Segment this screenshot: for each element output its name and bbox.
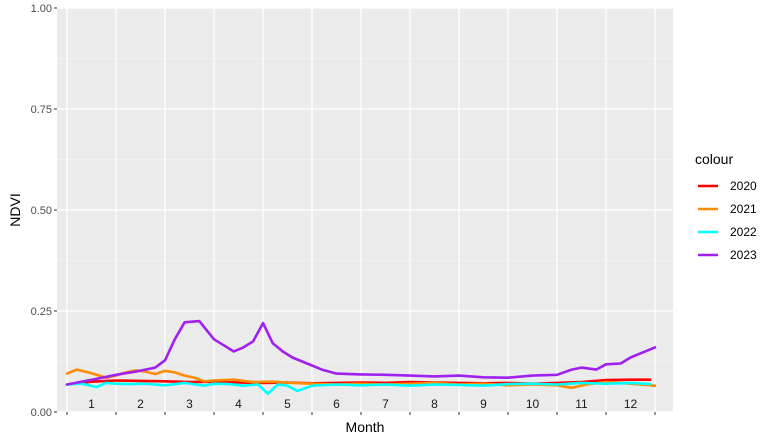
minor-gridlines — [57, 58, 673, 362]
series-lines — [65, 319, 657, 396]
month-label: 10 — [526, 397, 540, 411]
y-tick-label: 0.25 — [31, 306, 52, 318]
legend-label-2023: 2023 — [730, 248, 757, 262]
month-label: 4 — [235, 397, 242, 411]
y-tick-label: 0.50 — [31, 205, 52, 217]
month-label: 9 — [480, 397, 487, 411]
y-axis-title: NDVI — [7, 193, 23, 226]
legend-label-2022: 2022 — [730, 225, 757, 239]
series-line-2023 — [65, 319, 657, 386]
x-axis-title: Month — [346, 419, 385, 435]
month-label: 6 — [333, 397, 340, 411]
legend-label-2021: 2021 — [730, 202, 757, 216]
y-tick-label: 1.00 — [31, 3, 52, 15]
month-label: 8 — [431, 397, 438, 411]
major-gridlines — [57, 7, 673, 413]
series-line-2022 — [65, 381, 652, 396]
x-axis: 1 2 3 4 5 6 7 8 9 10 11 12 — [66, 397, 656, 415]
y-axis: 0.00 0.25 0.50 0.75 1.00 — [31, 3, 57, 419]
month-label: 1 — [88, 397, 95, 411]
y-tick-label: 0.75 — [31, 104, 52, 116]
month-label: 3 — [186, 397, 193, 411]
legend: colour 2020 2021 2022 2023 — [695, 151, 757, 262]
month-label: 2 — [137, 397, 144, 411]
legend-title: colour — [695, 151, 733, 167]
legend-label-2020: 2020 — [730, 179, 757, 193]
month-label: 12 — [624, 397, 638, 411]
y-tick-label: 0.00 — [31, 407, 52, 419]
month-label: 5 — [284, 397, 291, 411]
month-label: 11 — [575, 397, 588, 411]
month-label: 7 — [382, 397, 389, 411]
